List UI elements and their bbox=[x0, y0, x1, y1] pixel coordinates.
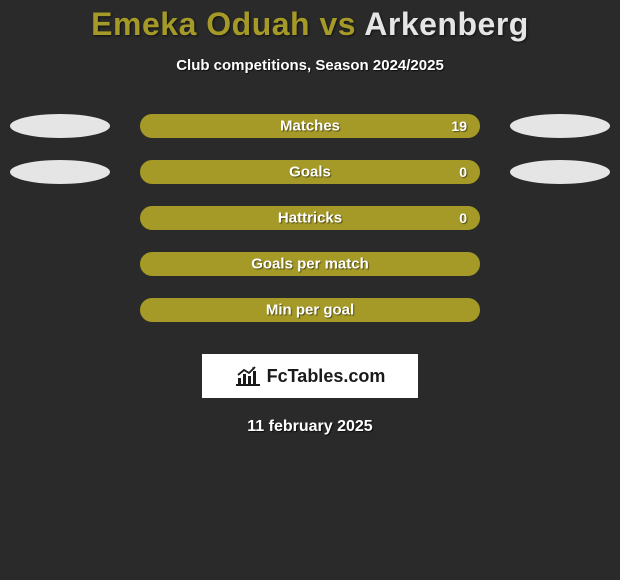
logo-box[interactable]: FcTables.com bbox=[202, 354, 418, 398]
stat-label: Min per goal bbox=[266, 302, 354, 319]
stat-bar: Min per goal bbox=[140, 298, 480, 322]
chart-icon bbox=[235, 366, 261, 386]
comparison-container: Emeka Oduah vs Arkenberg Club competitio… bbox=[0, 0, 620, 436]
stats-arena: Matches 19 Goals 0 Hattricks 0 Goals per match… bbox=[0, 114, 620, 344]
stat-row: Min per goal bbox=[0, 298, 620, 322]
bar-left-fill bbox=[141, 161, 310, 183]
stat-row: Goals 0 bbox=[0, 160, 620, 184]
page-title: Emeka Oduah vs Arkenberg bbox=[91, 6, 529, 43]
stat-bar: Matches 19 bbox=[140, 114, 480, 138]
title-player2: Arkenberg bbox=[364, 6, 529, 42]
stat-bar: Goals per match bbox=[140, 252, 480, 276]
subtitle: Club competitions, Season 2024/2025 bbox=[176, 57, 444, 74]
stat-row: Goals per match bbox=[0, 252, 620, 276]
stat-bar: Goals 0 bbox=[140, 160, 480, 184]
bar-right-fill bbox=[310, 161, 479, 183]
stat-label: Matches bbox=[280, 118, 340, 135]
player2-ellipse bbox=[510, 114, 610, 138]
title-player1: Emeka Oduah bbox=[91, 6, 310, 42]
stat-row: Matches 19 bbox=[0, 114, 620, 138]
stat-label: Goals bbox=[289, 164, 331, 181]
title-vs: vs bbox=[310, 6, 364, 42]
player2-ellipse bbox=[510, 160, 610, 184]
stat-value-right: 0 bbox=[459, 164, 467, 180]
stat-bar: Hattricks 0 bbox=[140, 206, 480, 230]
stat-label: Hattricks bbox=[278, 210, 342, 227]
player1-ellipse bbox=[10, 114, 110, 138]
stat-value-right: 19 bbox=[451, 118, 467, 134]
date-label: 11 february 2025 bbox=[247, 418, 372, 436]
player1-ellipse bbox=[10, 160, 110, 184]
logo-text: FcTables.com bbox=[267, 366, 386, 387]
stat-value-right: 0 bbox=[459, 210, 467, 226]
stat-label: Goals per match bbox=[251, 256, 369, 273]
stat-row: Hattricks 0 bbox=[0, 206, 620, 230]
